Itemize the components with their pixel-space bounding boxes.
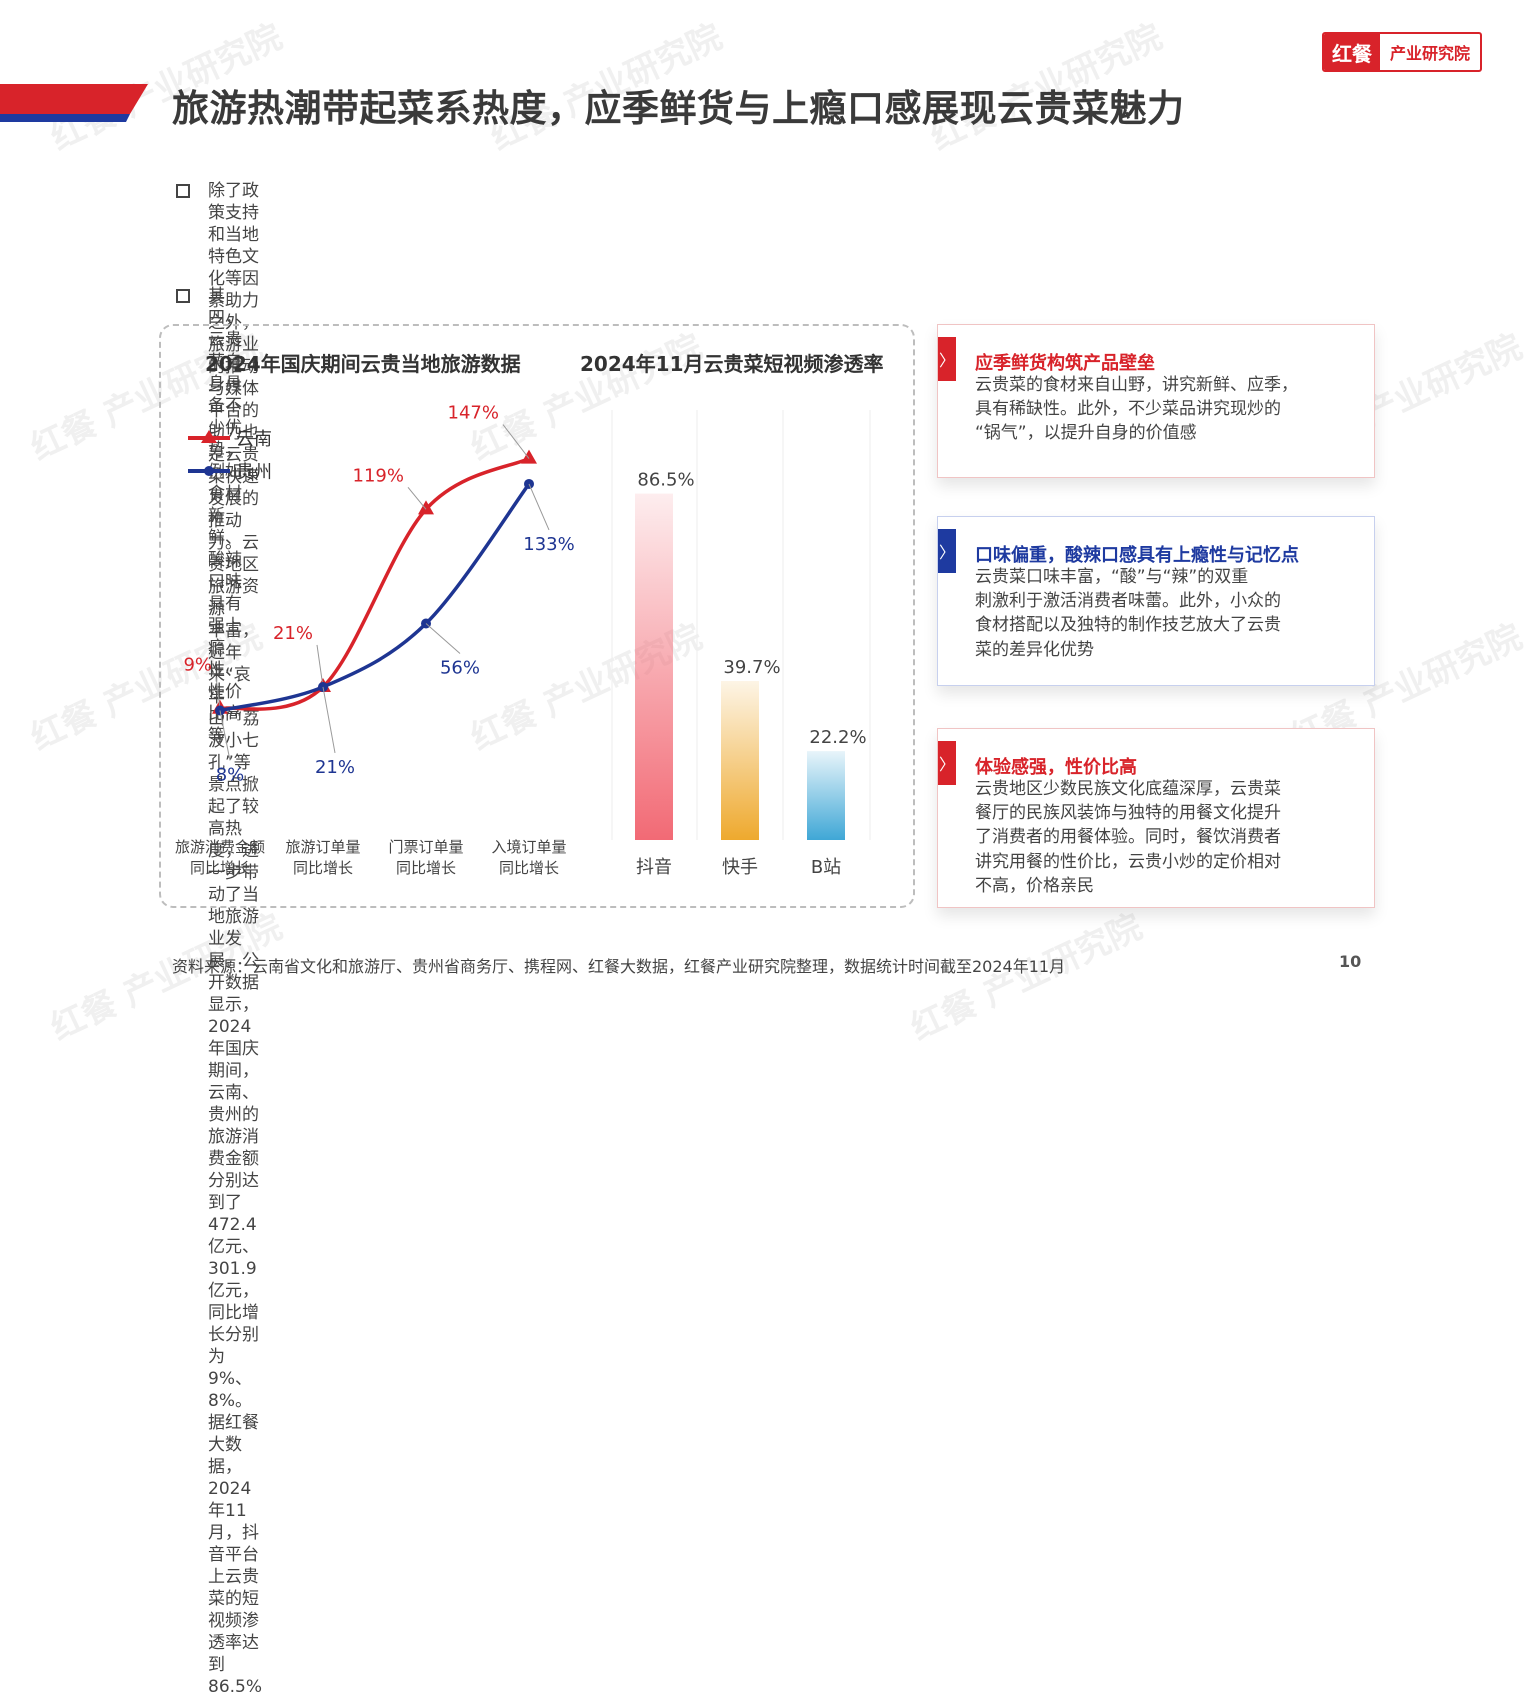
- card-line: 讲究用餐的性价比，云贵小炒的定价相对: [975, 851, 1281, 872]
- card-line: 食材搭配以及独特的制作技艺放大了云贵: [975, 615, 1281, 636]
- bullet-text: 其四，云贵菜自身具备不少优势，例如食材新鲜、酸辣口味具有强上瘾性、性价比高等: [208, 285, 242, 747]
- card-experience-value: 〉 体验感强，性价比高 云贵地区少数民族文化底蕴深厚，云贵菜 餐厅的民族风装饰与…: [937, 728, 1375, 908]
- footer-source: 资料来源：云南省文化和旅游厅、贵州省商务厅、携程网、红餐大数据，红餐产业研究院整…: [172, 957, 1066, 976]
- card-title: 体验感强，性价比高: [975, 757, 1137, 778]
- x-tick-label: 同比增长: [190, 859, 250, 877]
- label-leader: [219, 710, 231, 761]
- card-line: 不高，价格亲民: [975, 875, 1094, 896]
- card-line: 菜的差异化优势: [975, 639, 1094, 660]
- x-tick-label: 同比增长: [499, 859, 559, 877]
- label-leader: [316, 644, 324, 688]
- bar: [721, 681, 759, 840]
- label-leader: [502, 424, 530, 459]
- data-label: 8%: [216, 765, 245, 786]
- chevron-right-icon: 〉: [938, 529, 956, 573]
- label-leader: [407, 486, 427, 510]
- x-tick-label: B站: [811, 857, 841, 878]
- data-label: 21%: [273, 623, 313, 644]
- card-line: 了消费者的用餐体验。同时，餐饮消费者: [975, 827, 1281, 848]
- data-label: 147%: [448, 403, 499, 424]
- x-tick-label: 同比增长: [293, 859, 353, 877]
- card-title: 应季鲜货构筑产品壁垒: [975, 353, 1155, 374]
- x-tick-label: 同比增长: [396, 859, 456, 877]
- card-line: 餐厅的民族风装饰与独特的用餐文化提升: [975, 803, 1281, 824]
- card-line: 云贵菜口味丰富，“酸”与“辣”的双重: [975, 567, 1249, 587]
- bar-chart-title: 2024年11月云贵菜短视频渗透率: [580, 352, 884, 376]
- line-chart-title: 2024年国庆期间云贵当地旅游数据: [205, 352, 521, 376]
- data-label: 119%: [353, 465, 404, 486]
- card-body: 云贵菜的食材来自山野，讲究新鲜、应季， 具有稀缺性。此外，不少菜品讲究现炒的 “…: [975, 373, 1353, 446]
- logo-text: 产业研究院: [1389, 44, 1470, 63]
- card-line: 云贵地区少数民族文化底蕴深厚，云贵菜: [975, 779, 1281, 799]
- x-tick-label: 门票订单量: [388, 838, 463, 856]
- card-body: 云贵菜口味丰富，“酸”与“辣”的双重 刺激利于激活消费者味蕾。此外，小众的 食材…: [975, 565, 1353, 662]
- card-line: 刺激利于激活消费者味蕾。此外，小众的: [975, 591, 1281, 612]
- square-bullet-icon: [176, 289, 190, 303]
- card-line: 具有稀缺性。此外，不少菜品讲究现炒的: [975, 399, 1281, 420]
- bullet-line: 上云贵菜的短视频渗透率达到86.5%: [208, 1567, 263, 1697]
- bar-value-label: 22.2%: [809, 727, 866, 748]
- data-point: [418, 500, 434, 515]
- data-label: 9%: [183, 655, 212, 676]
- card-title: 口味偏重，酸辣口感具有上瘾性与记忆点: [975, 545, 1299, 566]
- x-tick-label: 旅游消费金额: [175, 838, 265, 856]
- logo-mark: 红餐: [1324, 34, 1380, 70]
- data-label: 21%: [315, 757, 355, 778]
- bar: [635, 493, 673, 840]
- page-number: 10: [1339, 952, 1362, 971]
- bar: [807, 751, 845, 840]
- card-seasonal-produce: 〉 应季鲜货构筑产品壁垒 云贵菜的食材来自山野，讲究新鲜、应季， 具有稀缺性。此…: [937, 324, 1375, 478]
- accent-bar: [0, 84, 148, 122]
- label-leader: [528, 483, 550, 531]
- data-point: [521, 449, 537, 464]
- series-line-guizhou: [219, 482, 531, 713]
- card-line: “锅气”，以提升自身的价值感: [975, 423, 1197, 444]
- card-sour-spicy-taste: 〉 口味偏重，酸辣口感具有上瘾性与记忆点 云贵菜口味丰富，“酸”与“辣”的双重 …: [937, 516, 1375, 686]
- page-title: 旅游热潮带起菜系热度，应季鲜货与上瘾口感展现云贵菜魅力: [172, 87, 1185, 130]
- bullet-line: 除了政策支持和当地特色文化等因素助力之外，旅游业的推动与媒体平台的助力也是云贵菜…: [208, 181, 259, 619]
- card-body: 云贵地区少数民族文化底蕴深厚，云贵菜 餐厅的民族风装饰与独特的用餐文化提升 了消…: [975, 777, 1353, 898]
- bar-value-label: 86.5%: [637, 470, 694, 491]
- bullet-line: 其四，云贵菜自身具备不少优势，例如食材新鲜、酸辣口味具有强上瘾性、性价比高等: [208, 286, 242, 746]
- legend-label: 云南: [236, 429, 272, 450]
- label-leader: [425, 623, 461, 654]
- x-tick-label: 快手: [722, 857, 758, 878]
- bar-value-label: 39.7%: [723, 657, 780, 678]
- series-line-yunnan: [219, 456, 530, 711]
- bar-chart: 86.5% 抖音 39.7% 快手 22.2% B站: [611, 410, 871, 878]
- label-leader: [322, 686, 336, 754]
- chevron-right-icon: 〉: [938, 337, 956, 381]
- chart-panel: [159, 324, 915, 908]
- data-label: 56%: [440, 658, 480, 679]
- legend-label: 贵州: [236, 462, 272, 483]
- x-tick-label: 抖音: [636, 857, 672, 878]
- square-bullet-icon: [176, 184, 190, 198]
- data-label: 133%: [523, 534, 574, 555]
- label-leader: [215, 676, 221, 709]
- legend-marker: [201, 430, 217, 443]
- bullet-line: 云南、贵州的旅游消费金额分别达到了472.4亿元、301.9亿元，同比增长分别为…: [208, 1083, 259, 1565]
- legend-marker: [204, 466, 214, 476]
- x-tick-label: 旅游订单量: [285, 838, 360, 856]
- card-line: 云贵菜的食材来自山野，讲究新鲜、应季，: [975, 375, 1298, 395]
- brand-logo: 红餐 产业研究院: [1322, 32, 1482, 72]
- chevron-right-icon: 〉: [938, 741, 956, 785]
- x-tick-label: 入境订单量: [491, 838, 566, 856]
